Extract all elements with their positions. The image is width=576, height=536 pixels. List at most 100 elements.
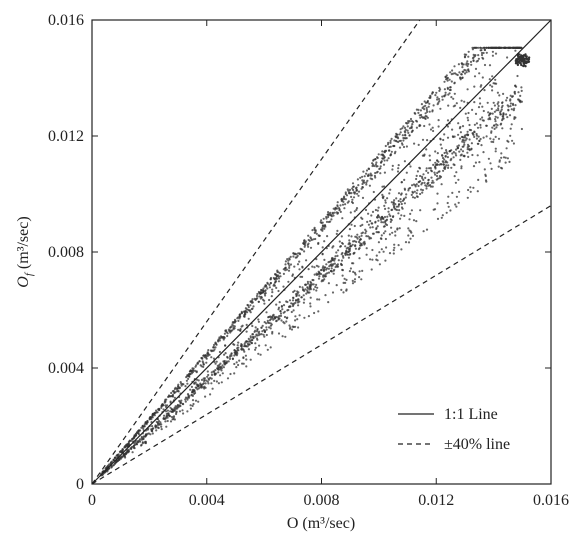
data-point xyxy=(449,159,452,162)
data-point xyxy=(351,243,354,246)
data-point xyxy=(472,165,476,168)
data-point xyxy=(383,204,386,207)
data-point xyxy=(407,131,410,134)
data-point xyxy=(418,166,421,169)
data-point xyxy=(516,46,520,49)
data-point xyxy=(494,118,497,121)
data-point xyxy=(399,200,402,203)
data-point xyxy=(239,328,242,331)
data-point xyxy=(436,98,439,101)
data-point xyxy=(366,220,369,223)
data-point xyxy=(399,139,402,142)
data-point xyxy=(480,144,483,147)
data-point xyxy=(409,165,412,168)
data-point xyxy=(352,196,356,199)
data-point xyxy=(155,429,158,432)
data-point xyxy=(357,240,361,244)
data-point xyxy=(256,327,259,331)
data-point xyxy=(260,326,263,329)
data-point xyxy=(410,231,413,234)
data-point xyxy=(138,440,142,443)
data-point xyxy=(420,175,424,178)
data-point xyxy=(477,106,481,109)
data-point xyxy=(186,410,189,413)
data-point xyxy=(386,197,389,200)
data-point xyxy=(377,219,380,222)
data-point xyxy=(498,94,501,97)
data-point xyxy=(321,224,325,227)
data-point xyxy=(315,232,318,235)
data-point xyxy=(513,91,516,94)
data-point xyxy=(437,97,441,101)
data-point xyxy=(350,192,353,195)
data-point xyxy=(128,439,131,442)
data-point xyxy=(237,341,240,344)
data-point xyxy=(407,227,410,230)
data-point xyxy=(341,241,344,245)
data-point xyxy=(372,159,375,162)
data-point xyxy=(312,288,315,291)
data-point xyxy=(357,184,360,187)
data-point xyxy=(467,188,470,192)
data-point xyxy=(467,50,470,53)
data-point xyxy=(473,135,476,138)
data-point xyxy=(490,46,493,49)
data-point xyxy=(170,415,174,419)
data-point xyxy=(362,170,365,173)
data-point xyxy=(323,240,326,243)
data-point xyxy=(421,191,424,194)
data-point xyxy=(295,293,298,296)
data-point xyxy=(207,373,210,377)
data-point xyxy=(365,183,368,186)
data-point xyxy=(282,272,285,275)
data-point xyxy=(172,408,175,411)
data-point xyxy=(189,407,192,410)
data-point xyxy=(415,220,418,223)
data-point xyxy=(344,192,347,196)
data-point xyxy=(372,190,375,194)
data-point xyxy=(226,356,229,359)
data-point xyxy=(506,116,509,119)
data-point xyxy=(317,242,320,245)
data-point xyxy=(516,74,519,78)
data-point xyxy=(504,161,507,164)
data-point xyxy=(240,345,243,348)
data-point xyxy=(481,76,484,79)
data-point xyxy=(501,101,504,104)
data-point xyxy=(391,164,394,167)
data-point xyxy=(342,256,345,259)
data-point xyxy=(288,257,291,260)
data-point xyxy=(247,304,250,307)
data-point xyxy=(448,150,451,153)
data-point xyxy=(407,189,410,192)
data-point xyxy=(446,76,449,80)
data-point xyxy=(422,230,425,233)
data-point xyxy=(428,159,432,162)
data-point xyxy=(390,150,393,153)
reference-lines xyxy=(91,19,552,485)
data-point xyxy=(347,256,350,259)
x-tick-label: 0.004 xyxy=(189,492,225,509)
data-point xyxy=(262,287,265,290)
data-point xyxy=(293,265,296,268)
data-point xyxy=(436,152,439,155)
data-point xyxy=(215,343,218,346)
data-point xyxy=(277,289,280,293)
data-point xyxy=(434,161,437,164)
data-point xyxy=(388,233,391,236)
data-point xyxy=(191,404,194,407)
data-point xyxy=(494,78,497,81)
data-point xyxy=(322,274,325,277)
data-point xyxy=(490,167,493,170)
data-point xyxy=(202,363,205,366)
data-point xyxy=(206,375,209,378)
data-point xyxy=(164,420,167,423)
data-point xyxy=(233,362,236,366)
data-point xyxy=(493,104,496,107)
data-point xyxy=(336,211,340,214)
data-point xyxy=(249,340,252,343)
data-point xyxy=(133,444,136,447)
data-point xyxy=(361,196,365,199)
data-point xyxy=(395,205,398,208)
data-point xyxy=(482,109,485,113)
